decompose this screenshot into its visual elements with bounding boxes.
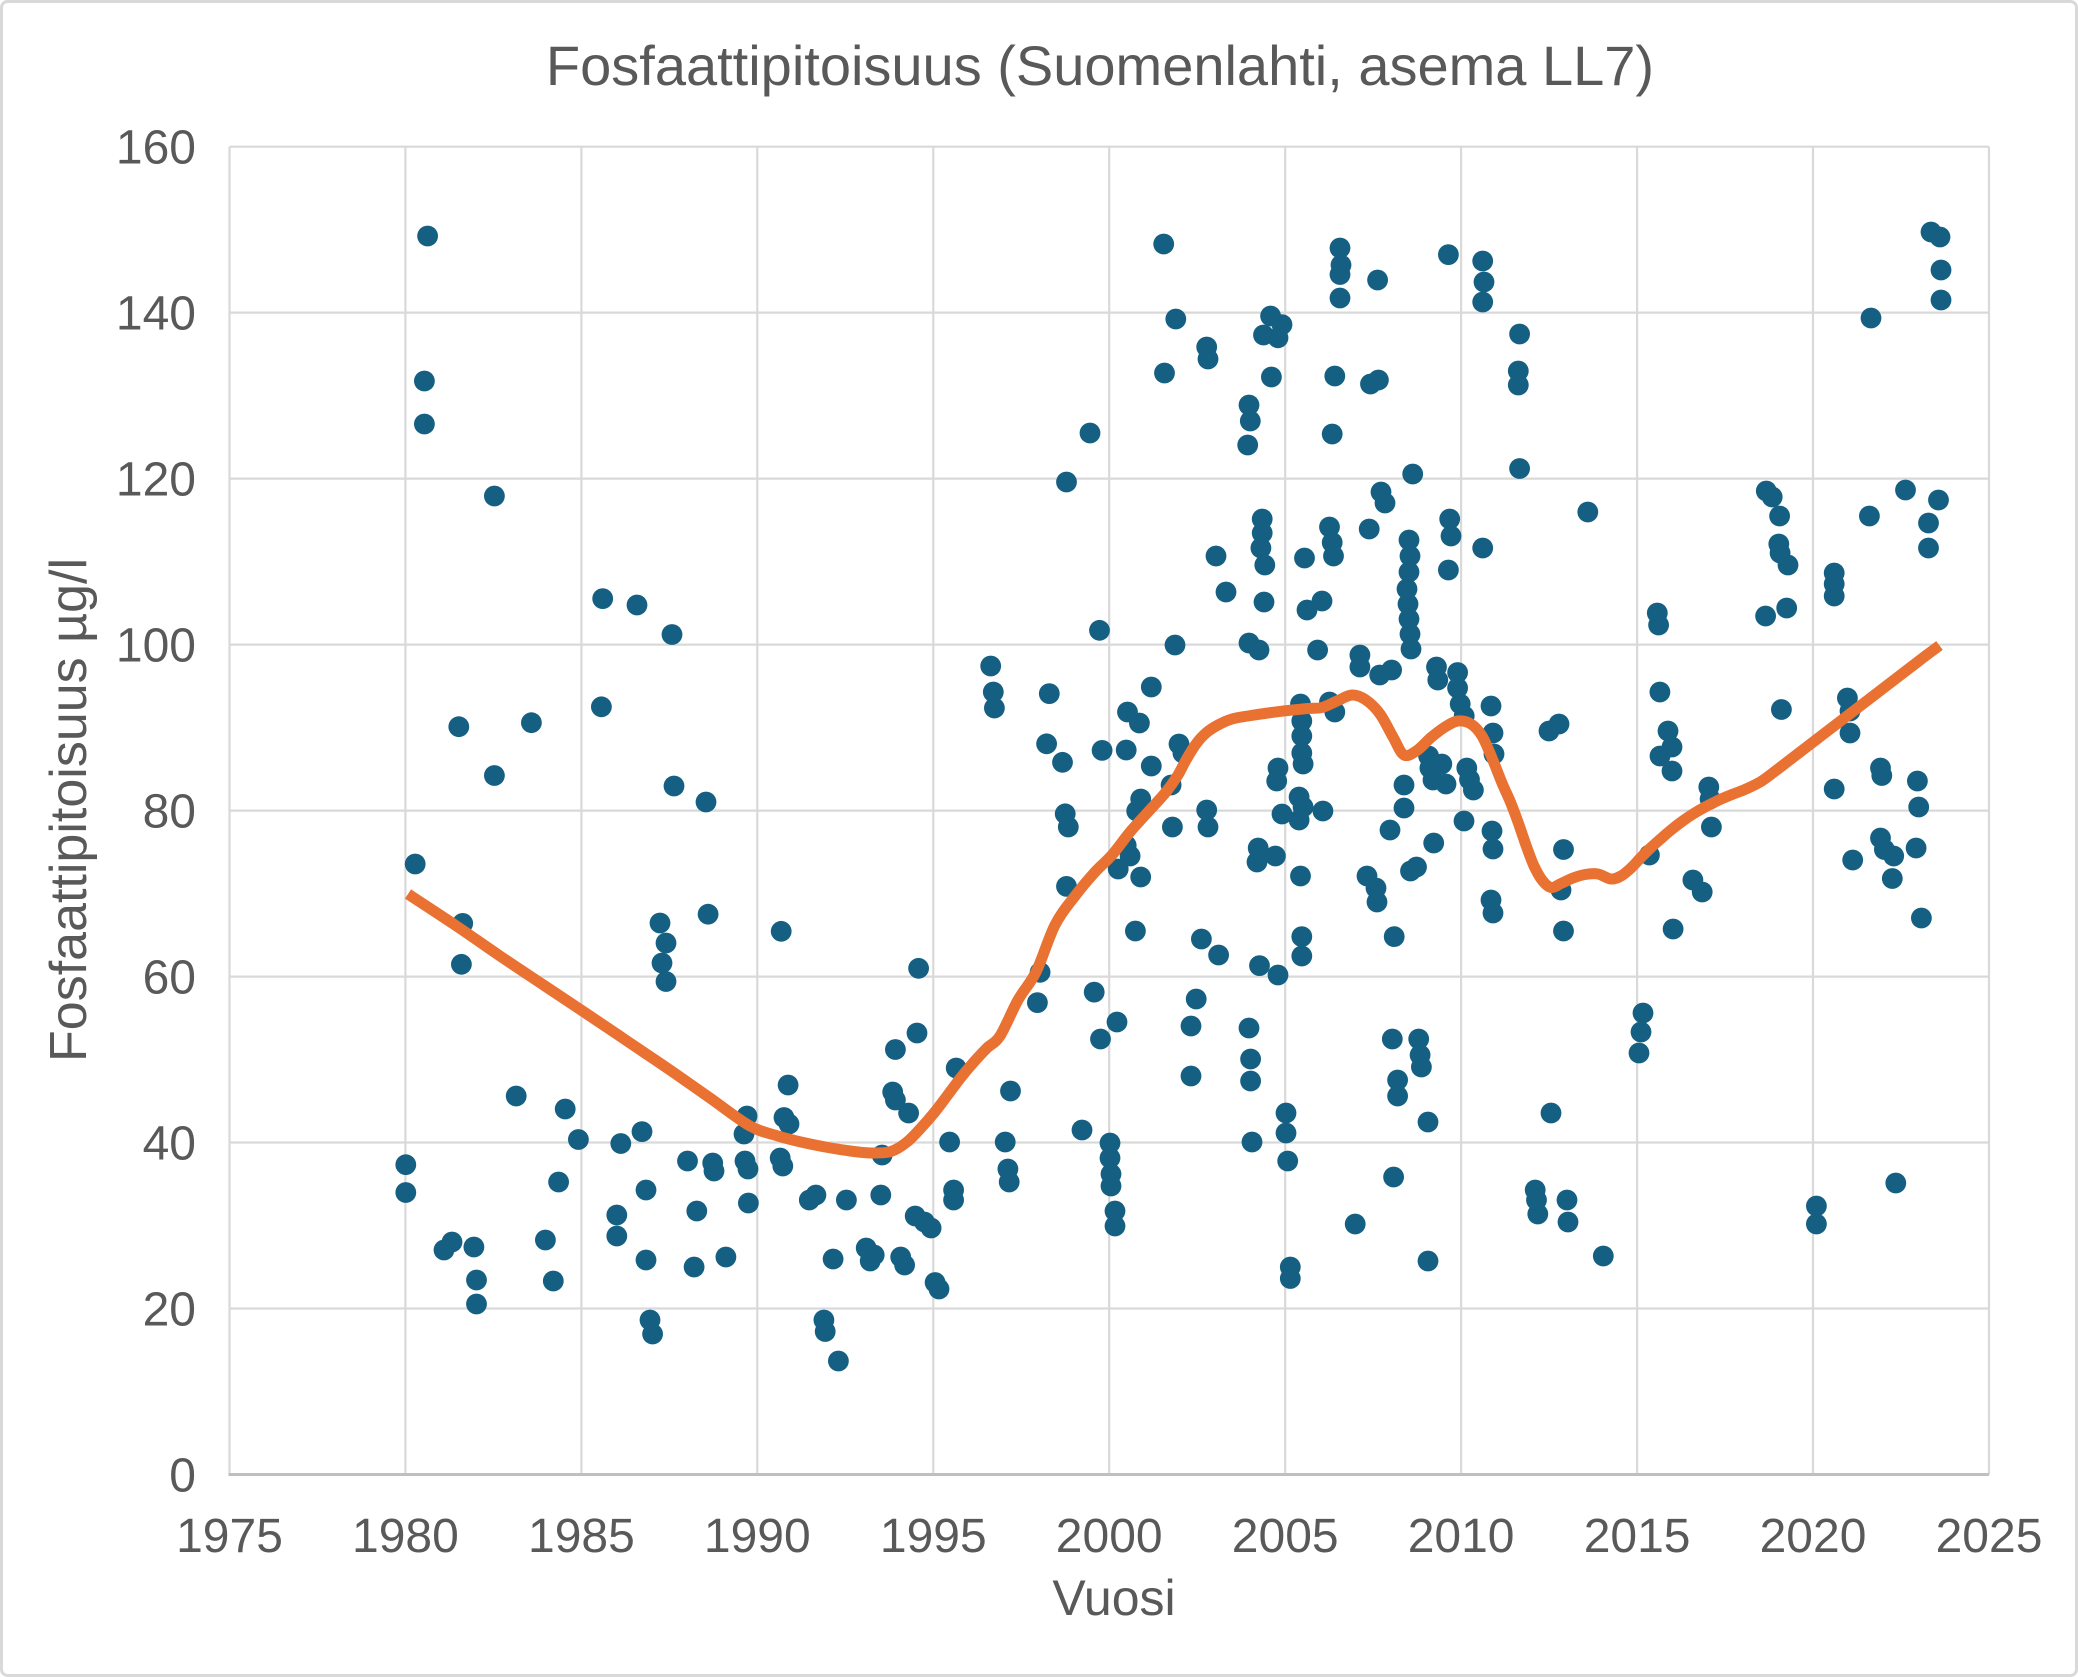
svg-text:2020: 2020 [1760, 1510, 1867, 1563]
svg-text:1995: 1995 [880, 1510, 987, 1563]
svg-text:100: 100 [116, 620, 196, 673]
svg-text:20: 20 [143, 1284, 196, 1337]
svg-text:60: 60 [143, 952, 196, 1005]
svg-text:1980: 1980 [352, 1510, 459, 1563]
svg-text:2025: 2025 [1936, 1510, 2043, 1563]
svg-text:120: 120 [116, 454, 196, 507]
svg-text:140: 140 [116, 288, 196, 341]
svg-text:1990: 1990 [704, 1510, 811, 1563]
svg-text:1985: 1985 [528, 1510, 635, 1563]
svg-text:40: 40 [143, 1118, 196, 1171]
svg-text:2000: 2000 [1056, 1510, 1163, 1563]
svg-text:Fosfaattipitoisuus (Suomenlaht: Fosfaattipitoisuus (Suomenlahti, asema L… [546, 34, 1654, 97]
svg-text:2010: 2010 [1408, 1510, 1515, 1563]
svg-text:2005: 2005 [1232, 1510, 1339, 1563]
svg-text:2015: 2015 [1584, 1510, 1691, 1563]
svg-text:Vuosi: Vuosi [1052, 1570, 1175, 1626]
svg-text:1975: 1975 [176, 1510, 283, 1563]
svg-text:80: 80 [143, 786, 196, 839]
svg-text:0: 0 [169, 1450, 196, 1503]
svg-text:160: 160 [116, 122, 196, 175]
svg-text:Fosfaattipitoisuus µg/l: Fosfaattipitoisuus µg/l [40, 558, 98, 1062]
